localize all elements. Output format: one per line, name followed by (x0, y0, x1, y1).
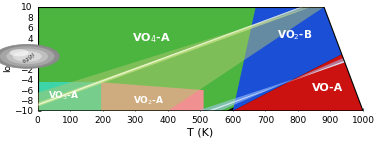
Polygon shape (38, 7, 363, 111)
Polygon shape (38, 7, 304, 106)
Polygon shape (38, 7, 311, 107)
Text: VO$_4$-A: VO$_4$-A (132, 31, 171, 45)
Text: VO-A: VO-A (311, 82, 343, 92)
Polygon shape (38, 7, 363, 111)
Polygon shape (207, 54, 363, 111)
Y-axis label: log(p): log(p) (3, 46, 12, 72)
X-axis label: T (K): T (K) (187, 127, 214, 137)
Polygon shape (324, 7, 363, 111)
Polygon shape (38, 7, 302, 105)
Polygon shape (209, 55, 363, 111)
Polygon shape (38, 82, 101, 111)
Text: VO$_3$-A: VO$_3$-A (48, 89, 79, 102)
Text: VO$_2$-B: VO$_2$-B (277, 29, 313, 42)
Text: VO$_2$-A: VO$_2$-A (133, 94, 164, 107)
Text: log(p): log(p) (22, 52, 36, 64)
Polygon shape (233, 7, 363, 111)
Polygon shape (101, 82, 204, 111)
Polygon shape (38, 7, 324, 111)
Polygon shape (233, 43, 363, 111)
Polygon shape (197, 50, 363, 111)
